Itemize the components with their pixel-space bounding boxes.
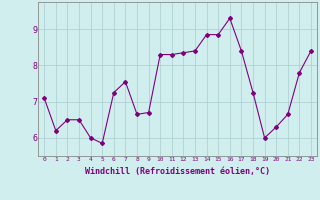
X-axis label: Windchill (Refroidissement éolien,°C): Windchill (Refroidissement éolien,°C)	[85, 167, 270, 176]
